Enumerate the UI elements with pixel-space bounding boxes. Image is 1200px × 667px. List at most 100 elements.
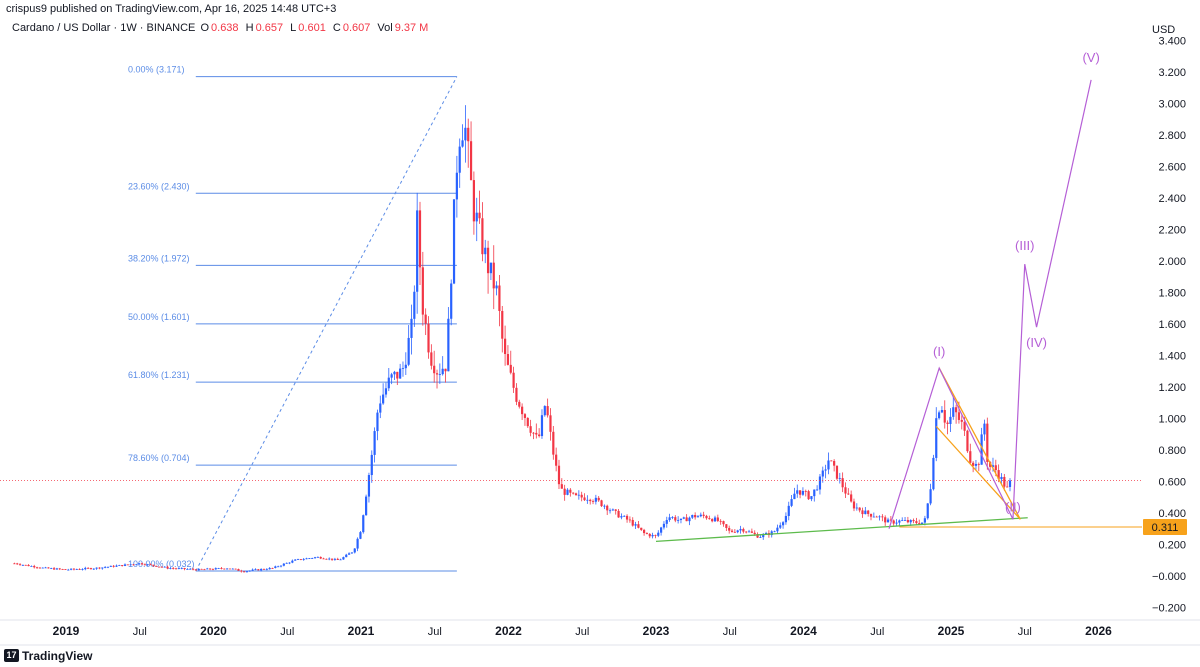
candle-body (875, 516, 878, 518)
candle-body (81, 569, 84, 570)
candle-body (160, 566, 163, 568)
candle-body (260, 568, 263, 571)
candle-body (291, 560, 294, 563)
candle-body (957, 412, 961, 420)
candle-body (174, 568, 178, 570)
candle-body (671, 517, 674, 518)
candle-body (469, 141, 473, 181)
candle-body (696, 516, 700, 518)
candle-body (895, 522, 898, 524)
candle-body (285, 562, 288, 564)
candle-body (288, 562, 291, 564)
candle-body (489, 262, 493, 274)
candle-body (95, 567, 98, 569)
candle-body (35, 567, 39, 569)
candle-body (603, 505, 606, 507)
candlestick-series (13, 105, 1012, 573)
candle-body (841, 478, 844, 488)
candle-body (526, 417, 529, 427)
fibonacci-retracement: 0.00% (3.171) 23.60% (2.430) 38.20% (1.972… (128, 65, 458, 572)
candle-body (691, 515, 694, 518)
candle-body (566, 489, 569, 495)
candle-body (237, 569, 240, 571)
candle-body (319, 556, 322, 559)
candle-body (750, 531, 753, 533)
candle-body (518, 401, 521, 407)
candle-body (762, 534, 765, 538)
candle-body (555, 454, 558, 466)
candle-body (869, 513, 873, 517)
elliott-wave-label: (IV) (1026, 335, 1047, 350)
candle-body (1000, 476, 1003, 480)
candle-body (943, 410, 946, 423)
candle-body (804, 490, 807, 492)
candle-body (730, 530, 734, 532)
close-value: 0.607 (342, 22, 371, 34)
candle-body (745, 531, 748, 533)
candle-body (430, 352, 433, 366)
candle-body (937, 412, 941, 419)
candle-body (952, 407, 955, 417)
candle-body (960, 419, 963, 422)
candle-body (614, 509, 617, 511)
candle-body (228, 568, 232, 570)
candle-body (606, 505, 609, 511)
candle-body (492, 262, 495, 289)
symbol-name: Cardano / US Dollar · 1W · BINANCE (12, 22, 196, 34)
candle-body (864, 510, 867, 515)
candle-body (705, 515, 708, 519)
candle-body (818, 476, 822, 490)
candle-body (268, 567, 271, 570)
candle-body (940, 410, 944, 413)
publisher-bar: crispus9 published on TradingView.com, A… (0, 0, 1200, 18)
currency-label: USD (1152, 24, 1176, 36)
candle-body (515, 387, 518, 402)
candle-body (472, 180, 475, 222)
candle-body (807, 491, 810, 500)
candle-body (540, 415, 544, 437)
candle-body (966, 430, 969, 452)
candle-body (733, 531, 736, 533)
candle-body (824, 469, 827, 471)
candle-body (106, 566, 110, 568)
candle-body (126, 564, 129, 566)
time-tick-label: 2025 (938, 624, 965, 638)
candle-body (169, 568, 172, 569)
candle-body (830, 460, 833, 462)
candle-body (535, 432, 538, 435)
candle-body (101, 567, 104, 569)
candle-body (512, 372, 515, 388)
candle-body (645, 533, 649, 534)
candle-body (563, 488, 566, 495)
candle-body (790, 499, 793, 506)
candle-body (725, 524, 728, 528)
candle-body (759, 537, 762, 538)
candle-body (461, 140, 464, 147)
candle-body (447, 318, 450, 372)
candle-body (577, 494, 580, 496)
candle-body (972, 462, 975, 466)
candle-body (521, 406, 524, 415)
open-label: O (200, 22, 210, 34)
candle-body (918, 523, 921, 525)
candle-body (407, 337, 410, 365)
candle-body (711, 519, 714, 522)
time-tick-label: Jul (723, 626, 737, 638)
candle-body (620, 516, 623, 518)
candle-body (1003, 476, 1006, 487)
price-tag-box (1143, 519, 1187, 536)
candle-body (322, 558, 325, 560)
candle-body (132, 564, 135, 566)
candle-body (625, 515, 629, 520)
price-tick-label: 2.600 (1158, 162, 1186, 174)
candle-body (861, 510, 864, 515)
candle-body (38, 567, 42, 569)
candle-body (308, 558, 311, 560)
candle-body (70, 568, 73, 570)
candle-body (157, 566, 161, 568)
candle-body (668, 517, 671, 521)
candle-body (296, 559, 300, 560)
candle-body (977, 463, 980, 465)
candle-body (974, 463, 978, 466)
